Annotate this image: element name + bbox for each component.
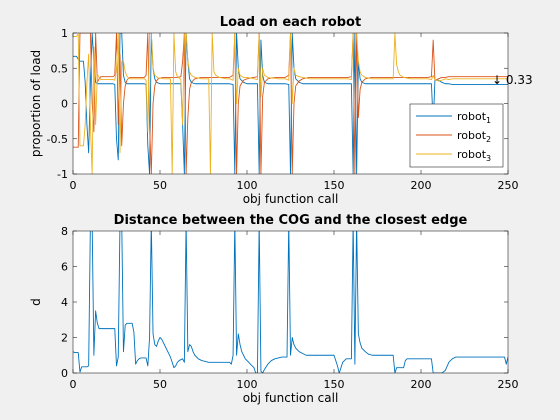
x-tick-label: 150 xyxy=(324,378,345,391)
x-axis-label: obj function call xyxy=(243,391,339,405)
x-tick-label: 50 xyxy=(153,179,167,192)
distance-chart: 0 50 100 150 200 250 0 2 4 6 8 Distance between the… xyxy=(29,213,519,405)
y-tick-label: 0.5 xyxy=(51,62,69,75)
x-tick-label: 50 xyxy=(153,378,167,391)
series-lines xyxy=(73,231,508,373)
y-tick-label: 2 xyxy=(61,332,68,345)
series-line-robot2 xyxy=(73,33,508,174)
load-chart: 0 50 100 150 200 250 -1 -0.5 0 0.5 1 Load on each r… xyxy=(29,15,533,206)
legend-label: robot1 xyxy=(457,110,491,125)
x-tick-label: 200 xyxy=(411,179,432,192)
y-tick-label: 1 xyxy=(61,27,68,40)
legend-label: robot3 xyxy=(457,148,491,163)
y-tick-label: 6 xyxy=(61,261,68,274)
y-tick-label: 8 xyxy=(61,225,68,238)
y-tick-label: -1 xyxy=(57,168,68,181)
series-line-robot3 xyxy=(73,33,508,174)
chart-title: Distance between the COG and the closest… xyxy=(114,213,468,228)
x-tick-label: 0 xyxy=(70,179,77,192)
y-axis-label: proportion of load xyxy=(29,50,43,157)
x-tick-label: 250 xyxy=(498,179,519,192)
chart-title: Load on each robot xyxy=(220,15,361,30)
y-tick-label: 0 xyxy=(61,98,68,111)
legend: robot1 robot2 robot3 xyxy=(409,103,504,168)
y-axis-label: d xyxy=(29,298,43,306)
x-tick-label: 250 xyxy=(498,378,519,391)
y-tick-label: 4 xyxy=(61,296,68,309)
x-tick-label: 200 xyxy=(411,378,432,391)
y-tick-label: 0 xyxy=(61,367,68,380)
x-tick-label: 100 xyxy=(237,378,258,391)
x-tick-label: 0 xyxy=(70,378,77,391)
x-axis-label: obj function call xyxy=(243,192,339,206)
value-annotation: ↓ 0.33 xyxy=(492,73,533,87)
x-tick-label: 150 xyxy=(324,179,345,192)
y-tick-label: -0.5 xyxy=(47,133,68,146)
x-tick-label: 100 xyxy=(237,179,258,192)
legend-label: robot2 xyxy=(457,129,491,144)
series-line-robot1 xyxy=(73,33,508,174)
series-lines xyxy=(73,33,508,174)
series-line-series-1 xyxy=(73,231,508,373)
